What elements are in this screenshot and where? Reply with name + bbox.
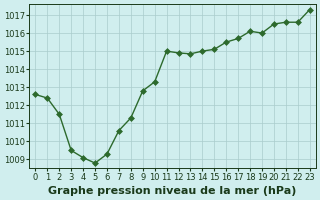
X-axis label: Graphe pression niveau de la mer (hPa): Graphe pression niveau de la mer (hPa)	[48, 186, 297, 196]
